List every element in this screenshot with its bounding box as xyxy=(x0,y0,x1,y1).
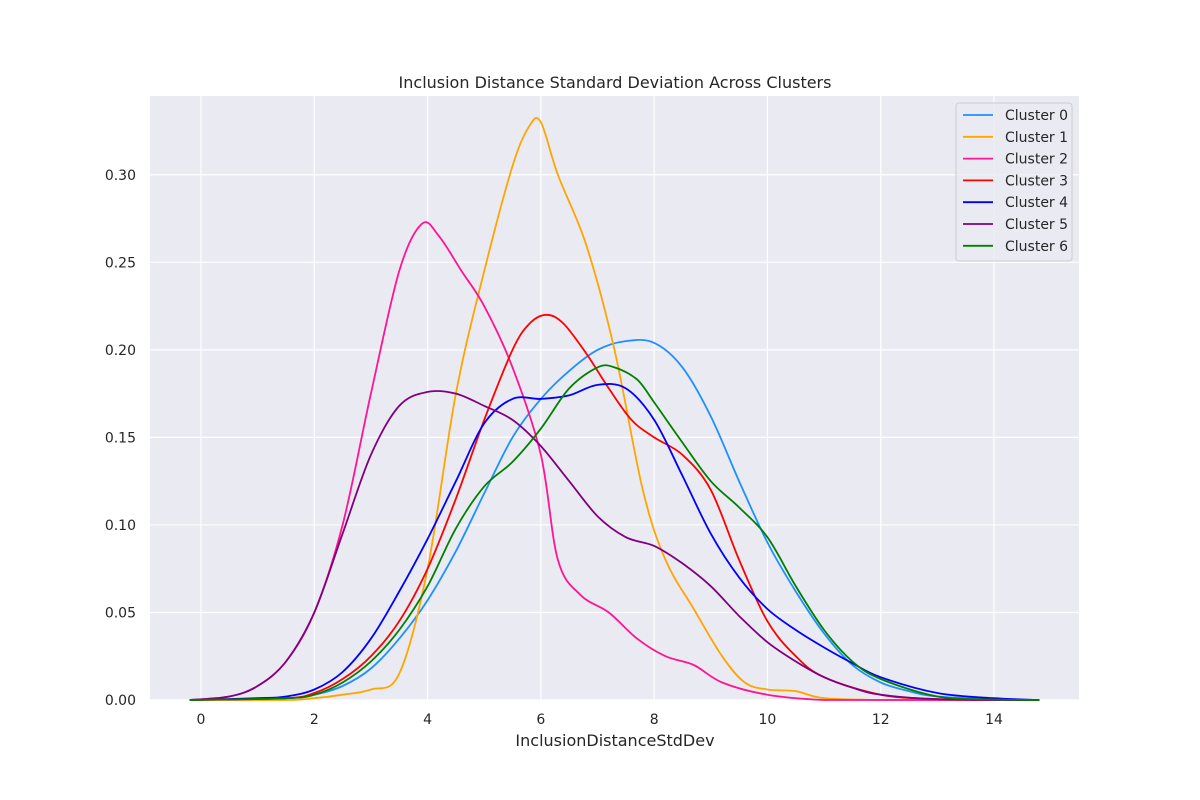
y-tick-label: 0.10 xyxy=(105,518,136,534)
series-line-cluster-1 xyxy=(189,117,1040,701)
y-tick-label: 0.30 xyxy=(105,168,136,184)
y-tick-label: 0.00 xyxy=(105,693,136,709)
legend-label: Cluster 4 xyxy=(1005,195,1068,211)
chart-title: Inclusion Distance Standard Deviation Ac… xyxy=(399,73,832,92)
x-tick-label: 8 xyxy=(650,712,659,728)
y-tick-label: 0.25 xyxy=(105,255,136,271)
legend: Cluster 0 Cluster 1 Cluster 2 Cluster 3 Clus… xyxy=(955,102,1073,262)
y-tick-label: 0.20 xyxy=(105,343,136,359)
series-group xyxy=(189,117,1040,701)
x-axis-ticks: 0 2 4 6 8 10 12 14 xyxy=(197,712,1004,728)
legend-label: Cluster 1 xyxy=(1005,130,1068,146)
legend-label: Cluster 3 xyxy=(1005,173,1068,189)
x-tick-label: 10 xyxy=(759,712,777,728)
x-tick-label: 0 xyxy=(197,712,206,728)
series-line-cluster-0 xyxy=(189,339,1040,701)
x-tick-label: 6 xyxy=(536,712,545,728)
x-tick-label: 4 xyxy=(423,712,432,728)
legend-label: Cluster 0 xyxy=(1005,108,1068,124)
y-tick-label: 0.15 xyxy=(105,430,136,446)
series-line-cluster-5 xyxy=(189,390,1040,701)
legend-label: Cluster 2 xyxy=(1005,152,1068,168)
series-line-cluster-4 xyxy=(189,383,1040,701)
x-tick-label: 2 xyxy=(310,712,319,728)
y-axis-ticks: 0.00 0.05 0.10 0.15 0.20 0.25 0.30 xyxy=(105,168,136,709)
y-tick-label: 0.05 xyxy=(105,605,136,621)
legend-label: Cluster 6 xyxy=(1005,239,1068,255)
series-line-cluster-6 xyxy=(189,364,1040,701)
x-tick-label: 14 xyxy=(985,712,1003,728)
legend-label: Cluster 5 xyxy=(1005,217,1068,233)
x-axis-title: InclusionDistanceStdDev xyxy=(515,731,714,750)
x-tick-label: 12 xyxy=(872,712,890,728)
legend-box xyxy=(955,102,1073,262)
